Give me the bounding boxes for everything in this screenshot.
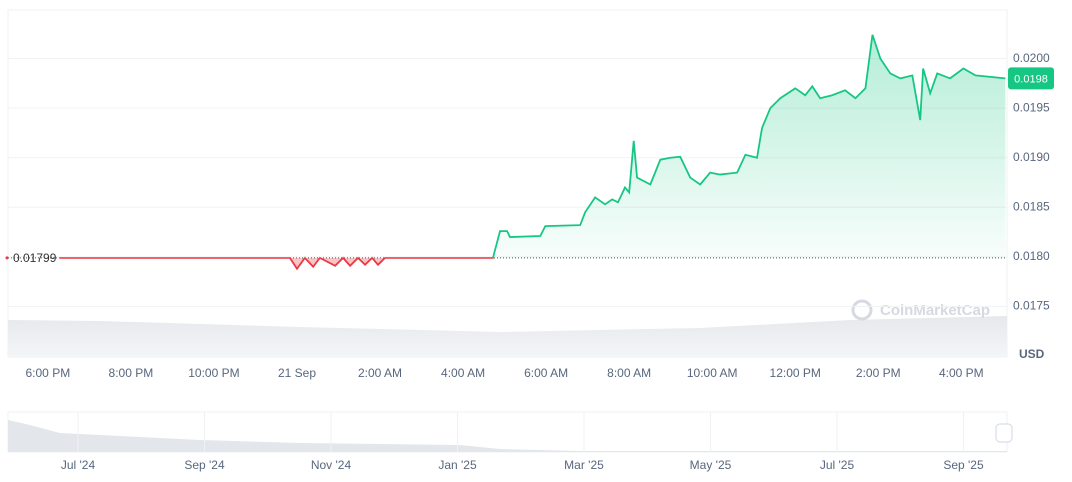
x-tick-label: 8:00 AM [607, 366, 651, 380]
navigator-label: May '25 [690, 458, 732, 472]
navigator-handle[interactable] [995, 423, 1013, 443]
watermark: CoinMarketCap [880, 302, 990, 319]
price-area [59, 34, 1006, 269]
navigator-label: Jan '25 [438, 458, 477, 472]
y-tick-label: 0.0190 [1013, 150, 1050, 164]
baseline-dot [5, 256, 9, 260]
y-tick-label: 0.0200 [1013, 51, 1050, 65]
price-line [59, 34, 1006, 271]
navigator-label: Jul '25 [820, 458, 855, 472]
y-tick-label: 0.0180 [1013, 249, 1050, 263]
navigator-label: Sep '24 [184, 458, 225, 472]
y-unit: USD [1019, 347, 1045, 361]
x-tick-label: 4:00 AM [441, 366, 485, 380]
x-tick-label: 12:00 PM [770, 366, 821, 380]
navigator-label: Nov '24 [311, 458, 352, 472]
navigator-label: Mar '25 [564, 458, 604, 472]
x-tick-label: 2:00 PM [856, 366, 901, 380]
x-tick-label: 6:00 PM [26, 366, 71, 380]
x-tick-label: 10:00 AM [687, 366, 738, 380]
x-tick-label: 10:00 PM [188, 366, 239, 380]
navigator-area[interactable] [8, 420, 1007, 452]
x-tick-label: 6:00 AM [524, 366, 568, 380]
navigator-label: Jul '24 [61, 458, 96, 472]
baseline-label: 0.01799 [13, 251, 57, 265]
y-tick-label: 0.0175 [1013, 299, 1050, 313]
y-tick-label: 0.0195 [1013, 100, 1050, 114]
price-tag [1008, 67, 1054, 90]
x-tick-label: 2:00 AM [358, 366, 402, 380]
volume-band [8, 316, 1007, 357]
x-tick-label: 8:00 PM [109, 366, 154, 380]
price-tag-label: 0.0198 [1014, 73, 1048, 85]
x-tick-label: 4:00 PM [939, 366, 984, 380]
watermark-icon [851, 299, 873, 321]
x-tick-label: 21 Sep [278, 366, 316, 380]
y-tick-label: 0.0185 [1013, 199, 1050, 213]
navigator-label: Sep '25 [943, 458, 984, 472]
